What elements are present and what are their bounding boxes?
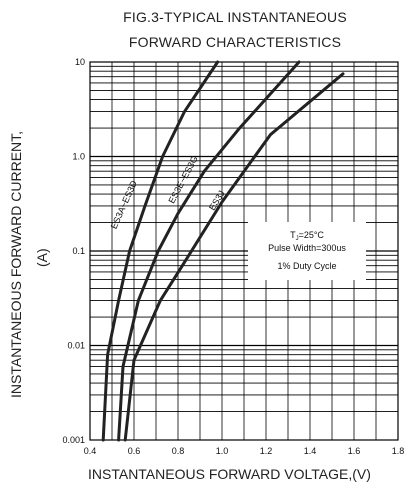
chart-title-line1: FIG.3-TYPICAL INSTANTANEOUS <box>123 9 347 25</box>
x-tick-label: 1.8 <box>392 446 405 456</box>
annotation-temperature: TJ=25°C <box>290 230 324 242</box>
y-tick-label: 10 <box>75 57 85 67</box>
annotation-duty-cycle: 1% Duty Cycle <box>277 261 336 271</box>
x-tick-label: 1.2 <box>260 446 273 456</box>
series-curve-2 <box>117 60 301 442</box>
x-tick-label: 0.4 <box>84 446 97 456</box>
y-tick-label: 1.0 <box>72 152 85 162</box>
x-tick-label: 1.6 <box>348 446 361 456</box>
y-tick-label: 0.1 <box>72 246 85 256</box>
x-axis-label: INSTANTANEOUS FORWARD VOLTAGE,(V) <box>88 466 371 482</box>
x-tick-label: 1.4 <box>304 446 317 456</box>
chart-title-line2: FORWARD CHARACTERISTICS <box>128 34 342 50</box>
annotation-pulse-width: Pulse Width=300us <box>268 243 346 253</box>
x-tick-label: 0.6 <box>128 446 141 456</box>
series-curve-3 <box>123 72 345 442</box>
series-curve-1 <box>101 60 220 442</box>
x-tick-label: 0.8 <box>172 446 185 456</box>
annotation-background <box>248 222 366 280</box>
y-tick-label: 0.001 <box>62 435 85 445</box>
x-tick-label: 1.0 <box>216 446 229 456</box>
y-tick-label: 0.01 <box>67 341 85 351</box>
